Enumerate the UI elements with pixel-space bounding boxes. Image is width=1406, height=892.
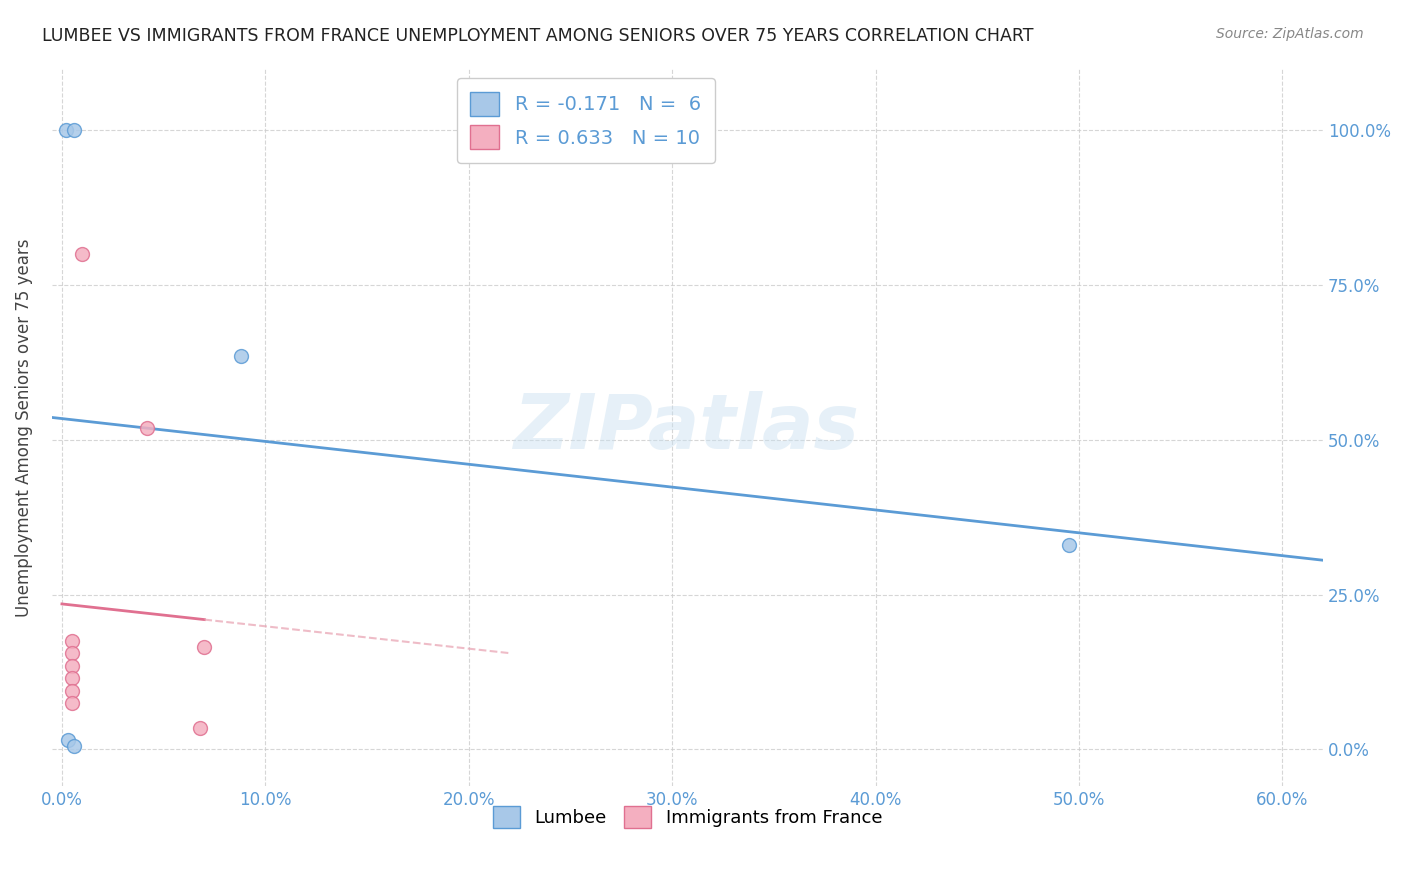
Point	[188, 721, 211, 735]
Point	[60, 683, 83, 698]
Point	[55, 123, 77, 137]
Point	[60, 634, 83, 648]
Text: Source: ZipAtlas.com: Source: ZipAtlas.com	[1216, 27, 1364, 41]
Text: LUMBEE VS IMMIGRANTS FROM FRANCE UNEMPLOYMENT AMONG SENIORS OVER 75 YEARS CORREL: LUMBEE VS IMMIGRANTS FROM FRANCE UNEMPLO…	[42, 27, 1033, 45]
Point	[56, 733, 79, 747]
Point	[136, 420, 159, 434]
Y-axis label: Unemployment Among Seniors over 75 years: Unemployment Among Seniors over 75 years	[15, 238, 32, 616]
Point	[60, 647, 83, 661]
Text: ZIPatlas: ZIPatlas	[515, 391, 860, 465]
Legend: Lumbee, Immigrants from France: Lumbee, Immigrants from France	[485, 798, 890, 835]
Point	[60, 696, 83, 710]
Point	[60, 658, 83, 673]
Point	[193, 640, 215, 655]
Point	[72, 247, 94, 261]
Point	[1057, 538, 1080, 552]
Point	[63, 123, 86, 137]
Point	[60, 671, 83, 685]
Point	[63, 739, 86, 754]
Point	[229, 349, 252, 363]
